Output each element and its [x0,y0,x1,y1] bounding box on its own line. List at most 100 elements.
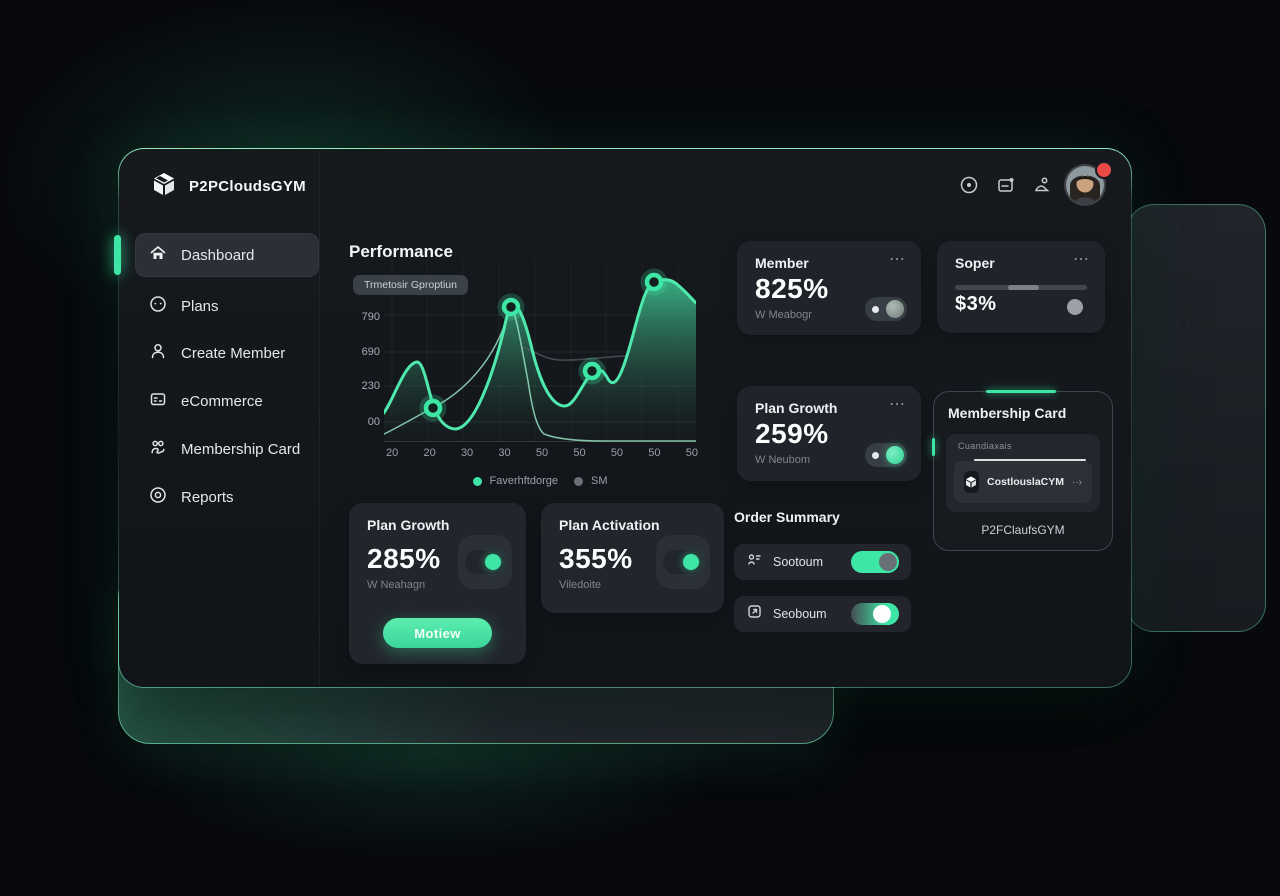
order-row-toggle[interactable] [851,551,899,573]
plan-growth-2-title: Plan Growth [367,517,450,533]
active-nav-accent [114,235,121,275]
plan-growth-title: Plan Growth [755,400,838,416]
home-icon [149,244,167,266]
soper-card-title: Soper [955,255,995,271]
x-axis-tick: 30 [498,447,511,459]
members-icon [149,438,167,460]
legend-label-series1: Faverhftdorge [489,475,558,487]
soper-card: Soper ⋯ $3% [937,241,1105,333]
plans-icon [149,295,167,317]
performance-title: Performance [349,242,453,261]
sidebar-item-create-member[interactable]: Create Member [135,339,319,367]
x-axis-tick: 50 [535,447,549,459]
membership-panel-title: Membership Card [948,405,1067,421]
user-icon [149,342,167,364]
panel-accent-top [986,390,1056,393]
chart-tooltip-chip: Trmetosir Gproptiun [353,275,468,295]
member-card-value: 825% [755,273,829,304]
plan-growth-value: 259% [755,418,829,449]
membership-footer: P2FClaufsGYM [981,523,1065,537]
export-box-icon [746,603,763,625]
sidebar-item-label: Dashboard [181,246,255,264]
plan-growth-card: Plan Growth ⋯ 259% W Neubom [737,386,921,481]
legend-dot-series2 [573,476,583,486]
plan-growth-2-card: Plan Growth 285% W Neahagn Motiew [349,503,526,664]
sidebar-divider [319,151,320,685]
y-axis-tick: 230 [361,380,380,392]
dashboard-window: P2PCloudsGYM Dashboard Plans [114,148,1132,688]
member-card: Member ⋯ 825% W Meabogr [737,241,921,335]
notification-badge [1095,161,1113,179]
membership-inner-card: Cuandiaxais CostlouslaCYM ··› [946,434,1100,512]
sidebar-item-reports[interactable]: Reports [135,483,319,511]
more-menu-icon[interactable]: ⋯ [889,251,907,268]
more-menu-icon[interactable]: ⋯ [889,396,907,413]
brand-name: P2PCloudsGYM [189,178,306,195]
timer-icon[interactable] [959,175,979,195]
person-icon[interactable] [1032,175,1052,195]
panel-accent-left [932,438,935,456]
avatar[interactable] [1066,166,1104,204]
membership-row-label: CostlouslaCYM [986,476,1064,488]
chevron-right-icon: ··› [1072,476,1082,488]
sidebar-item-dashboard[interactable]: Dashboard [135,233,319,277]
y-axis-tick: 790 [361,311,380,323]
sidebar-item-label: Membership Card [181,440,301,458]
order-summary-row: Sootoum [734,544,911,580]
member-card-title: Member [755,255,809,271]
order-summary-row: Seoboum [734,596,911,632]
y-axis-tick: 690 [361,346,380,358]
soper-slider[interactable] [955,285,1087,290]
sidebar-item-label: eCommerce [181,392,263,410]
x-axis-tick: 20 [423,447,436,459]
plan-activation-title: Plan Activation [559,517,660,533]
x-axis-tick: 50 [648,447,661,459]
legend-label-series2: SM [590,475,608,487]
brand: P2PCloudsGYM [151,171,306,202]
plan-growth-2-toggle[interactable] [458,535,512,589]
sidebar-item-label: Plans [181,297,219,315]
plan-growth-2-value: 285% [367,543,441,574]
background-panel-right [1126,204,1266,632]
plan-activation-subtitle: Viledoite [559,579,601,591]
membership-card-panel: Membership Card Cuandiaxais CostlouslaCY… [932,390,1113,551]
member-card-subtitle: W Meabogr [755,309,812,321]
membership-divider [974,459,1086,461]
soper-slider-handle[interactable] [1067,299,1083,315]
plan-activation-value: 355% [559,543,633,574]
x-axis-tick: 20 [386,447,399,459]
x-axis: 20 20 30 30 50 50 50 50 50 [384,447,700,459]
soper-card-value: $3% [955,293,997,315]
target-icon [149,486,167,508]
card-icon [149,390,167,412]
order-summary-title: Order Summary [734,509,840,525]
sidebar-item-plans[interactable]: Plans [135,292,319,320]
member-toggle[interactable] [865,297,907,321]
plan-growth-2-subtitle: W Neahagn [367,579,426,591]
x-axis-tick: 50 [573,447,586,459]
message-icon[interactable] [996,175,1016,195]
sidebar-item-label: Create Member [181,344,286,362]
membership-inner-row[interactable]: CostlouslaCYM ··› [954,461,1092,503]
more-menu-icon[interactable]: ⋯ [1073,251,1091,268]
x-axis-tick: 30 [460,447,474,459]
motiew-button[interactable]: Motiew [383,618,492,648]
plan-activation-toggle[interactable] [656,535,710,589]
order-row-label: Sootoum [773,555,824,569]
sidebar-item-ecommerce[interactable]: eCommerce [135,387,319,415]
plan-activation-card: Plan Activation 355% Viledoite [541,503,724,613]
brand-logo-icon [151,171,177,202]
order-row-toggle[interactable] [851,603,899,625]
y-axis-tick: 00 [367,416,380,428]
sidebar-item-label: Reports [181,488,234,506]
plan-growth-toggle[interactable] [865,443,907,467]
chart-legend: Faverhftdorge SM [384,475,696,487]
legend-dot-series1 [472,476,482,486]
plan-growth-subtitle: W Neubom [755,454,811,466]
x-axis-tick: 50 [685,447,698,459]
contact-list-icon [746,551,763,573]
sidebar-item-membership-card[interactable]: Membership Card [135,435,319,463]
membership-inner-label: Cuandiaxais [958,441,1012,451]
x-axis-tick: 50 [610,447,624,459]
